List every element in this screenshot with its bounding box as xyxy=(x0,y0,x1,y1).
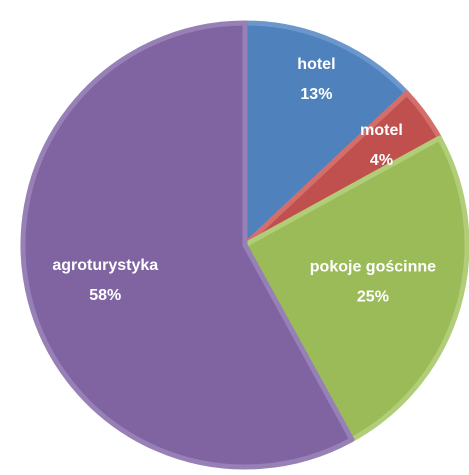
pie-slice xyxy=(20,20,355,470)
slice-label: agroturystyka xyxy=(52,257,158,274)
slice-label: motel xyxy=(360,122,403,139)
slice-value-label: 58% xyxy=(89,287,121,304)
slice-value-label: 25% xyxy=(357,288,389,305)
slice-label: pokoje gościnne xyxy=(310,258,436,275)
pie-slice xyxy=(242,20,410,248)
pie-slice xyxy=(242,135,469,443)
slice-value-label: 4% xyxy=(370,152,393,169)
slice-value-label: 13% xyxy=(300,86,332,103)
slice-label: hotel xyxy=(297,56,335,73)
